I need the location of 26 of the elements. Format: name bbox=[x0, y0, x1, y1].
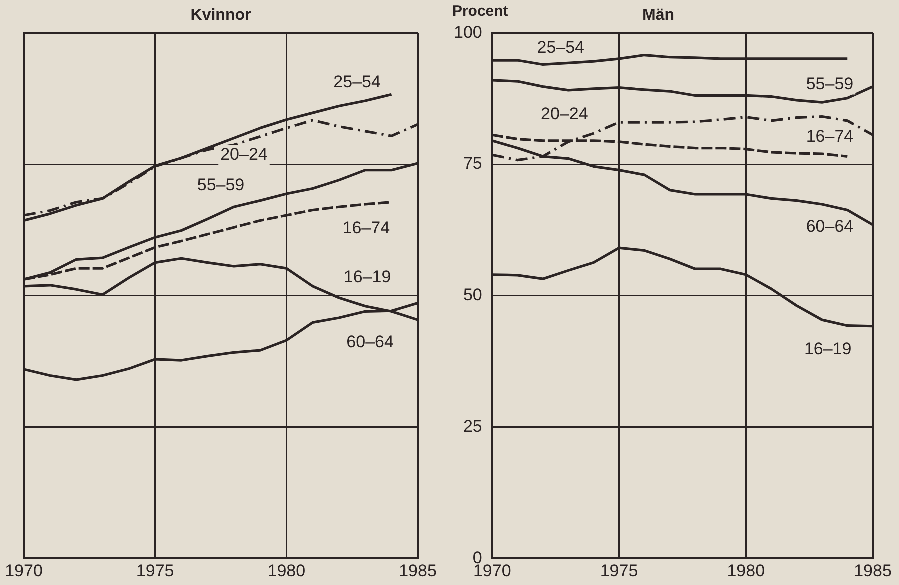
series-label: 25–54 bbox=[334, 72, 381, 92]
x-tick-label: 1975 bbox=[136, 561, 174, 580]
x-tick-label: 1985 bbox=[854, 561, 892, 580]
series-label: 60–64 bbox=[806, 216, 854, 236]
x-tick-label: 1970 bbox=[5, 561, 43, 580]
x-tick-label: 1980 bbox=[727, 561, 766, 580]
series-label: 16–19 bbox=[804, 340, 852, 359]
y-tick-label: 75 bbox=[463, 154, 482, 174]
series-label: 55–59 bbox=[806, 74, 854, 94]
series-label: 16–19 bbox=[344, 268, 392, 287]
y-tick-label: 100 bbox=[454, 22, 482, 42]
series-label: 16–74 bbox=[342, 218, 390, 238]
series-label: 55–59 bbox=[197, 175, 245, 194]
x-tick-label: 1975 bbox=[600, 561, 638, 580]
series-label: 60–64 bbox=[346, 332, 394, 352]
chart-title: Kvinnor bbox=[190, 7, 252, 24]
y-axis-title: Procent bbox=[452, 2, 508, 20]
x-tick-label: 1980 bbox=[268, 561, 306, 580]
chart-title: Män bbox=[642, 7, 674, 24]
series-label: 20–24 bbox=[541, 104, 588, 124]
y-tick-label: 25 bbox=[463, 416, 482, 436]
y-tick-label: 50 bbox=[463, 286, 482, 305]
series-label: 16–74 bbox=[806, 126, 854, 146]
series-label: 25–54 bbox=[537, 38, 585, 58]
x-tick-label: 1985 bbox=[399, 561, 437, 580]
series-label: 20–24 bbox=[220, 144, 268, 164]
